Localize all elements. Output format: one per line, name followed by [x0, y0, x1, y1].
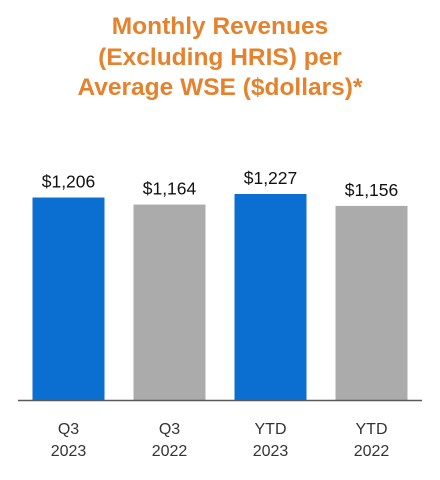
x-tick-label: 2023 — [253, 443, 289, 460]
x-tick-label: 2022 — [152, 443, 188, 460]
chart-title: Monthly Revenues (Excluding HRIS) per Av… — [0, 12, 440, 104]
x-tick-label: YTD — [356, 421, 388, 438]
bar — [32, 197, 105, 400]
tick-labels-layer: Q3 2023 Q3 2022 YTD 2023 YTD 2022 — [51, 421, 390, 460]
chart-title-line-1: Monthly Revenues — [111, 13, 329, 40]
x-tick-label: 2023 — [51, 443, 87, 460]
bars-layer — [32, 194, 408, 400]
data-label: $1,206 — [42, 172, 96, 192]
data-label: $1,227 — [244, 168, 298, 188]
data-label: $1,164 — [143, 179, 197, 199]
x-tick-label: Q3 — [159, 421, 180, 438]
value-labels-layer: $1,206 $1,164 $1,227 $1,156 — [42, 168, 399, 200]
x-tick-label: Q3 — [58, 421, 79, 438]
data-label: $1,156 — [345, 180, 399, 200]
bar — [234, 194, 307, 400]
bar — [133, 204, 206, 400]
chart-title-line-2: (Excluding HRIS) per — [98, 43, 342, 71]
bar — [335, 205, 408, 400]
x-tick-label: YTD — [255, 421, 287, 438]
chart-title-line-3: Average WSE ($dollars)* — [77, 74, 363, 101]
x-tick-label: 2022 — [354, 443, 390, 460]
